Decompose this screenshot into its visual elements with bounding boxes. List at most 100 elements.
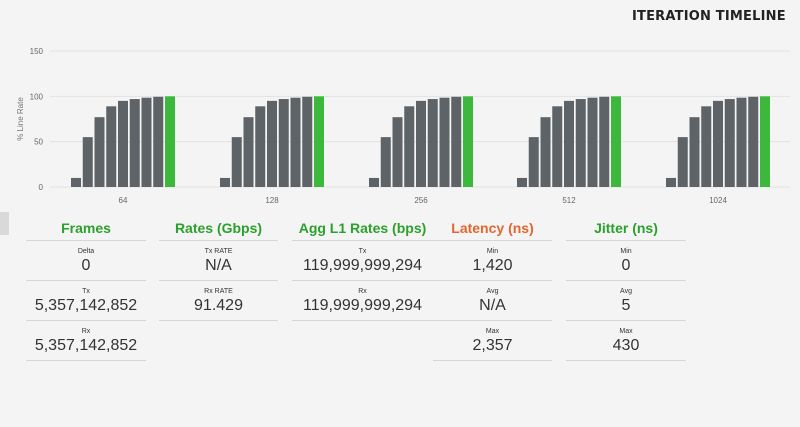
iteration-bar	[517, 177, 527, 187]
frames-rx-label: Rx	[81, 328, 91, 335]
iteration-bar	[267, 100, 277, 187]
latency-min-label: Min	[486, 248, 499, 255]
rates-rx-value: 91.429	[194, 297, 243, 314]
jitter-min-cell: Min 0	[566, 241, 686, 281]
final-iteration-bar	[760, 96, 770, 187]
frames-delta-label: Delta	[77, 248, 95, 255]
x-tick-label: 64	[119, 196, 128, 205]
jitter-avg-label: Avg	[620, 288, 632, 295]
iteration-bar	[94, 117, 105, 187]
jitter-heading: Jitter (ns)	[566, 216, 686, 241]
iteration-bar	[552, 106, 563, 187]
iteration-bar	[736, 97, 747, 187]
latency-avg-cell: Avg N/A	[433, 281, 552, 321]
rates-rx-cell: Rx RATE 91.429	[159, 281, 278, 321]
latency-panel: Latency (ns) Min 1,420 Avg N/A Max 2,357	[433, 216, 552, 361]
iteration-bar	[689, 117, 700, 187]
iteration-bar	[564, 100, 574, 187]
iteration-timeline-title: ITERATION TIMELINE	[632, 9, 786, 24]
final-iteration-bar	[611, 96, 621, 187]
iteration-timeline-chart: 0 50 100 150 % Line Rate 64 128 256 512 1024	[16, 47, 790, 205]
rates-panel: Rates (Gbps) Tx RATE N/A Rx RATE 91.429	[159, 216, 278, 321]
iteration-bar	[290, 97, 301, 187]
iteration-bar	[380, 137, 391, 187]
final-iteration-bar	[314, 96, 324, 187]
frames-tx-cell: Tx 5,357,142,852	[26, 281, 146, 321]
iteration-bar	[451, 96, 462, 187]
iteration-bar	[666, 177, 676, 187]
y-axis-label: % Line Rate	[16, 97, 25, 141]
frames-delta-value: 0	[81, 257, 91, 274]
iteration-bar	[153, 96, 164, 187]
iteration-bar	[231, 137, 242, 187]
agg-l1-rates-heading: Agg L1 Rates (bps)	[292, 216, 433, 241]
latency-max-label: Max	[485, 328, 500, 335]
iteration-bar	[677, 137, 688, 187]
iteration-bar	[278, 99, 289, 187]
agg-rx-label: Rx	[358, 288, 367, 295]
latency-avg-value: N/A	[479, 297, 506, 314]
latency-min-cell: Min 1,420	[433, 241, 552, 281]
rates-rx-label: Rx RATE	[204, 288, 233, 295]
jitter-panel: Jitter (ns) Min 0 Avg 5 Max 430	[566, 216, 686, 361]
frames-rx-cell: Rx 5,357,142,852	[26, 321, 146, 361]
y-tick-label: 150	[30, 47, 44, 56]
iteration-bar	[82, 137, 93, 187]
iteration-bar	[404, 106, 415, 187]
iteration-bar	[540, 117, 551, 187]
iteration-bar	[118, 100, 128, 187]
latency-max-value: 2,357	[472, 337, 513, 354]
rates-heading: Rates (Gbps)	[159, 216, 278, 241]
iteration-bar	[71, 177, 81, 187]
iteration-bar	[528, 137, 539, 187]
iteration-bar	[129, 99, 140, 187]
frames-rx-value: 5,357,142,852	[34, 337, 138, 354]
frames-panel: Frames Delta 0 Tx 5,357,142,852 Rx 5,357…	[26, 216, 146, 361]
jitter-max-label: Max	[619, 328, 633, 335]
iteration-bar	[416, 100, 426, 187]
iteration-bar	[724, 99, 735, 187]
y-tick-label: 0	[39, 183, 44, 192]
y-tick-label: 100	[30, 92, 44, 101]
x-tick-label: 1024	[709, 196, 727, 205]
rates-tx-cell: Tx RATE N/A	[159, 241, 278, 281]
rates-tx-value: N/A	[205, 257, 232, 274]
frames-delta-cell: Delta 0	[26, 241, 146, 281]
jitter-max-value: 430	[612, 337, 640, 354]
jitter-min-label: Min	[620, 248, 632, 255]
jitter-avg-value: 5	[621, 297, 631, 314]
agg-rx-cell: Rx 119,999,999,294	[292, 281, 433, 321]
latency-heading: Latency (ns)	[433, 216, 552, 241]
iteration-bar	[392, 117, 403, 187]
iteration-bar	[701, 106, 712, 187]
iteration-bar	[575, 99, 586, 187]
agg-tx-cell: Tx 119,999,999,294	[292, 241, 433, 281]
final-iteration-bar	[165, 96, 175, 187]
agg-tx-value: 119,999,999,294	[303, 257, 422, 274]
jitter-min-value: 0	[621, 257, 631, 274]
latency-min-value: 1,420	[472, 257, 513, 274]
iteration-bar	[255, 106, 266, 187]
agg-l1-rates-panel: Agg L1 Rates (bps) Tx 119,999,999,294 Rx…	[292, 216, 433, 321]
iteration-bar	[599, 96, 610, 187]
latency-max-cell: Max 2,357	[433, 321, 552, 361]
iteration-bar	[302, 96, 313, 187]
frames-tx-label: Tx	[82, 288, 90, 295]
iteration-bar	[141, 97, 152, 187]
iteration-bar	[106, 106, 117, 187]
frames-heading: Frames	[26, 216, 146, 241]
iteration-bar	[369, 177, 379, 187]
iteration-bar	[427, 99, 438, 187]
agg-rx-value: 119,999,999,294	[303, 297, 422, 314]
iteration-bar	[220, 177, 230, 187]
frames-tx-value: 5,357,142,852	[34, 297, 138, 314]
x-tick-label: 512	[562, 196, 576, 205]
x-tick-label: 128	[265, 196, 279, 205]
iteration-bar	[587, 97, 598, 187]
jitter-max-cell: Max 430	[566, 321, 686, 361]
jitter-avg-cell: Avg 5	[566, 281, 686, 321]
side-panel-tab[interactable]	[0, 212, 9, 235]
iteration-bar	[439, 97, 450, 187]
latency-avg-label: Avg	[486, 288, 499, 295]
agg-tx-label: Tx	[358, 248, 367, 255]
